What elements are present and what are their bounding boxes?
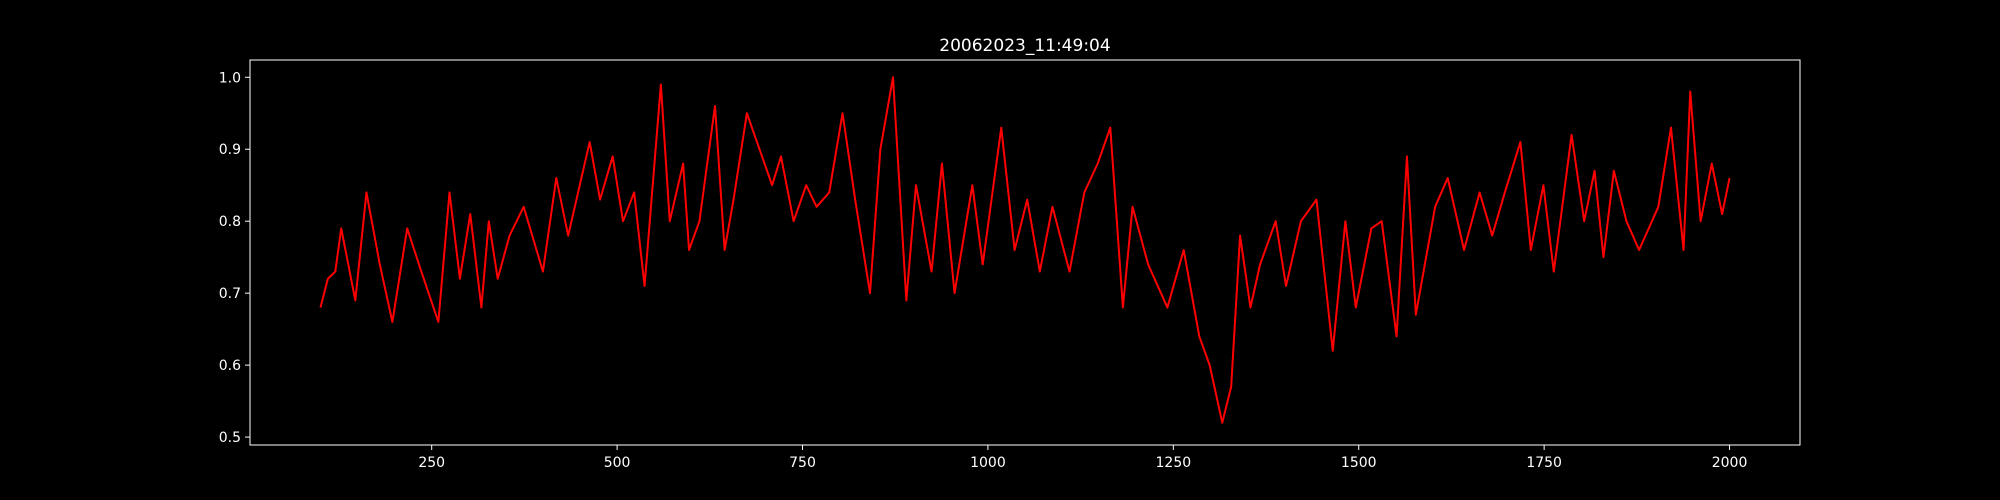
y-tick-label: 0.7: [219, 286, 241, 302]
axes-frame: [249, 59, 1801, 446]
y-tick-label: 0.8: [219, 214, 241, 230]
x-tick-label: 250: [418, 455, 445, 471]
data-line: [319, 76, 1731, 424]
y-tick-label: 0.5: [219, 430, 241, 446]
x-tick-label: 500: [604, 455, 631, 471]
x-tick-label: 1750: [1526, 455, 1562, 471]
x-tick-label: 1500: [1341, 455, 1377, 471]
x-tick-label: 750: [789, 455, 816, 471]
x-tick-label: 2000: [1712, 455, 1748, 471]
chart-title: 20062023_11:49:04: [939, 36, 1110, 56]
y-tick-label: 0.6: [219, 358, 241, 374]
y-tick-label: 1.0: [219, 70, 241, 86]
y-tick-label: 0.9: [219, 142, 241, 158]
x-tick-label: 1250: [1156, 455, 1192, 471]
x-tick-label: 1000: [970, 455, 1006, 471]
